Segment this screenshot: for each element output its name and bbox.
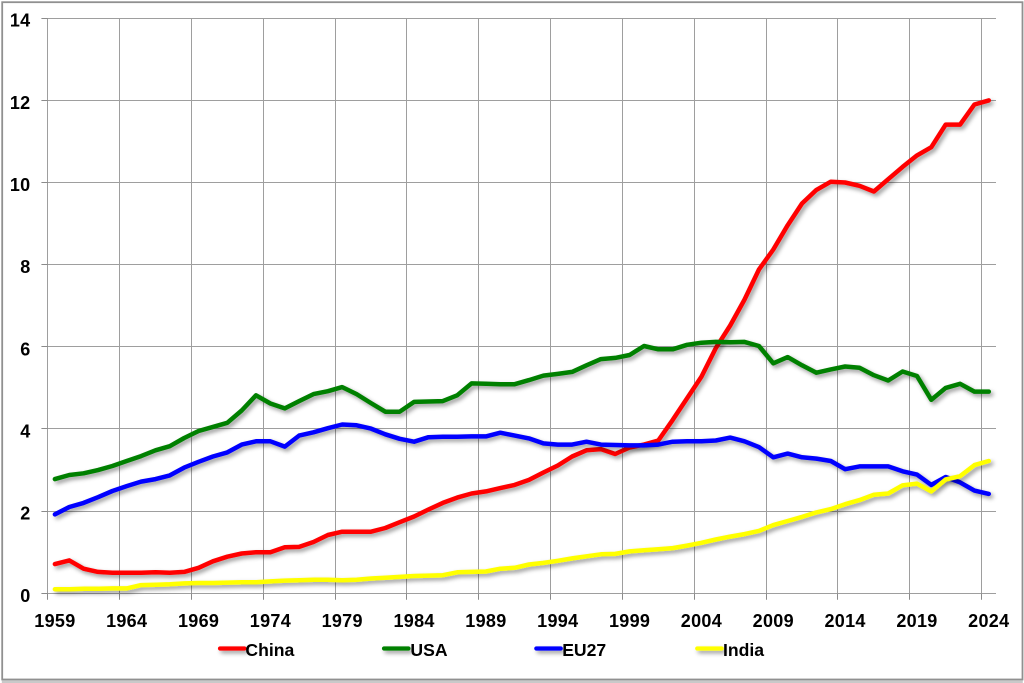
svg-text:2024: 2024 — [968, 611, 1009, 631]
svg-text:0: 0 — [20, 586, 30, 606]
svg-text:1984: 1984 — [393, 611, 434, 631]
svg-text:12: 12 — [10, 93, 31, 113]
svg-text:1974: 1974 — [250, 611, 291, 631]
svg-text:2004: 2004 — [681, 611, 722, 631]
svg-text:USA: USA — [410, 640, 447, 660]
svg-text:India: India — [723, 640, 764, 660]
svg-text:2009: 2009 — [753, 611, 794, 631]
svg-text:1989: 1989 — [465, 611, 506, 631]
svg-text:10: 10 — [10, 175, 31, 195]
svg-text:8: 8 — [20, 257, 30, 277]
svg-text:1969: 1969 — [178, 611, 219, 631]
svg-text:2019: 2019 — [896, 611, 937, 631]
svg-text:China: China — [245, 640, 294, 660]
svg-text:4: 4 — [20, 422, 30, 442]
svg-text:6: 6 — [20, 339, 30, 359]
svg-text:2: 2 — [20, 504, 30, 524]
svg-text:1959: 1959 — [34, 611, 75, 631]
svg-text:1979: 1979 — [322, 611, 363, 631]
svg-text:EU27: EU27 — [562, 640, 606, 660]
svg-text:2014: 2014 — [824, 611, 865, 631]
svg-text:1994: 1994 — [537, 611, 578, 631]
svg-text:1999: 1999 — [609, 611, 650, 631]
svg-text:14: 14 — [10, 11, 31, 31]
svg-text:1964: 1964 — [106, 611, 147, 631]
